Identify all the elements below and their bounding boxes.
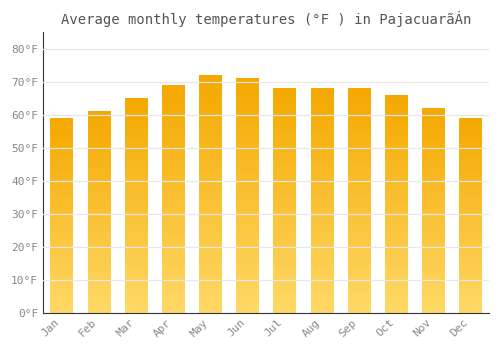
Title: Average monthly temperatures (°F ) in PajacuarãÁn: Average monthly temperatures (°F ) in Pa… bbox=[60, 11, 471, 27]
